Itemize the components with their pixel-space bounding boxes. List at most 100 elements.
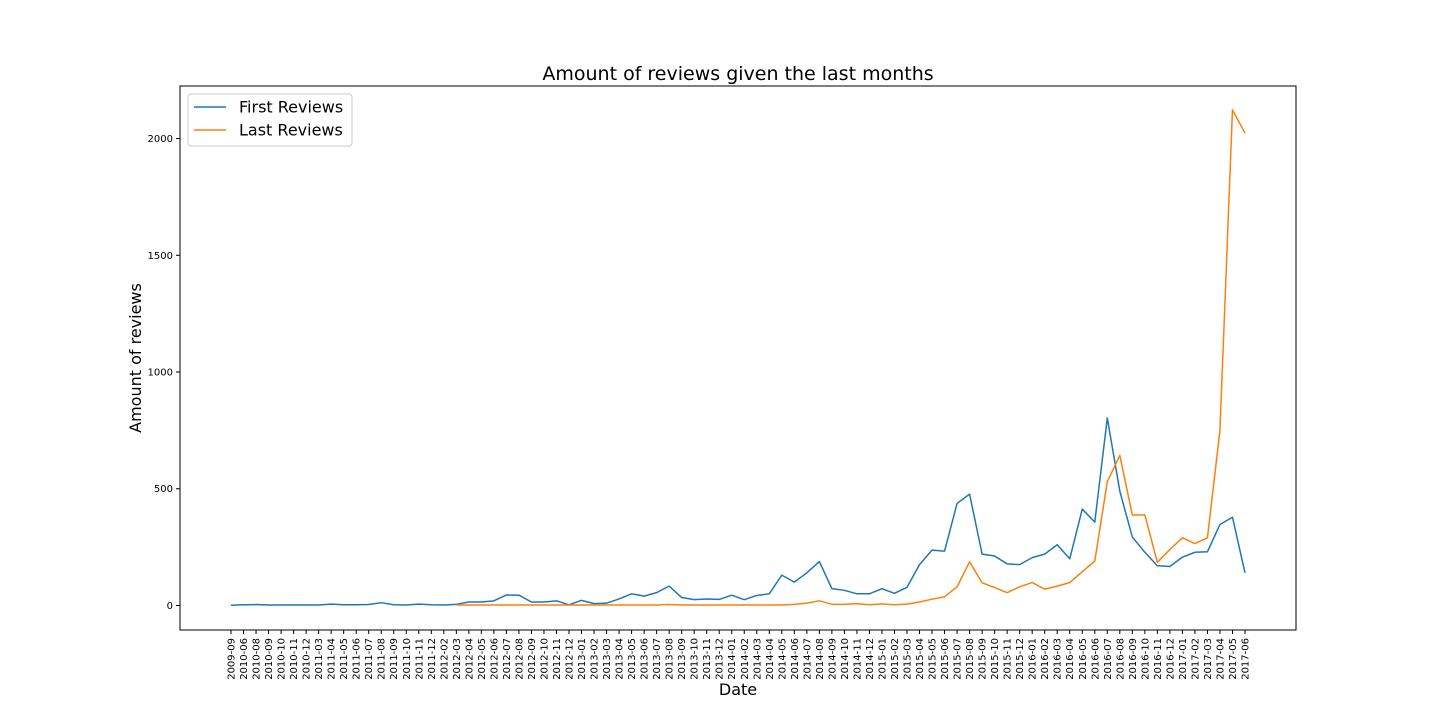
x-tick-label-30: 2013-03 bbox=[602, 638, 613, 680]
x-tick-label-20: 2012-05 bbox=[477, 638, 488, 680]
y-tick-label-3: 1500 bbox=[148, 251, 173, 262]
x-tick-label-59: 2015-08 bbox=[965, 638, 976, 680]
x-tick-label-67: 2016-04 bbox=[1065, 638, 1076, 680]
x-tick-label-72: 2016-09 bbox=[1128, 638, 1139, 680]
x-tick-label-80: 2017-05 bbox=[1228, 638, 1239, 680]
y-tick-label-1: 500 bbox=[154, 484, 173, 495]
x-tick-label-11: 2011-07 bbox=[364, 638, 375, 680]
x-tick-label-79: 2017-04 bbox=[1215, 638, 1226, 680]
x-tick-label-51: 2014-12 bbox=[865, 638, 876, 680]
x-tick-label-73: 2016-10 bbox=[1140, 638, 1151, 680]
x-tick-label-21: 2012-06 bbox=[489, 638, 500, 680]
x-tick-label-74: 2016-11 bbox=[1153, 638, 1164, 680]
y-axis-title: Amount of reviews bbox=[126, 283, 145, 433]
x-tick-label-56: 2015-05 bbox=[928, 638, 939, 680]
x-tick-label-47: 2014-08 bbox=[815, 638, 826, 680]
x-tick-label-46: 2014-07 bbox=[802, 638, 813, 680]
x-tick-label-52: 2015-01 bbox=[877, 638, 888, 680]
x-tick-label-4: 2010-10 bbox=[277, 638, 288, 680]
x-tick-label-24: 2012-09 bbox=[527, 638, 538, 680]
x-tick-label-40: 2014-01 bbox=[727, 638, 738, 680]
x-tick-label-32: 2013-05 bbox=[627, 638, 638, 680]
x-tick-label-63: 2015-12 bbox=[1015, 638, 1026, 680]
x-tick-label-39: 2013-12 bbox=[715, 638, 726, 680]
legend-label-0: First Reviews bbox=[239, 98, 343, 117]
x-tick-label-18: 2012-03 bbox=[452, 638, 463, 680]
x-axis: 2009-09 2010-06 2010-08 2010-09 2010-10 2010-… bbox=[227, 630, 1252, 680]
x-tick-label-53: 2015-02 bbox=[890, 638, 901, 680]
x-tick-label-8: 2011-04 bbox=[327, 638, 338, 680]
y-tick-label-2: 1000 bbox=[148, 368, 173, 379]
x-tick-label-36: 2013-09 bbox=[677, 638, 688, 680]
x-tick-label-57: 2015-06 bbox=[940, 638, 951, 680]
x-tick-label-49: 2014-10 bbox=[840, 638, 851, 680]
x-tick-label-58: 2015-07 bbox=[953, 638, 964, 680]
x-tick-label-14: 2011-10 bbox=[402, 638, 413, 680]
x-tick-label-29: 2013-02 bbox=[590, 638, 601, 680]
x-tick-label-15: 2011-11 bbox=[414, 638, 425, 680]
x-tick-label-19: 2012-04 bbox=[464, 638, 475, 680]
legend-box bbox=[187, 93, 353, 147]
legend-label-1: Last Reviews bbox=[239, 121, 343, 140]
x-tick-label-55: 2015-04 bbox=[915, 638, 926, 680]
x-tick-label-27: 2012-12 bbox=[565, 638, 576, 680]
x-tick-label-6: 2010-12 bbox=[302, 638, 313, 680]
x-tick-label-1: 2010-06 bbox=[239, 638, 250, 680]
x-tick-label-41: 2014-02 bbox=[740, 638, 751, 680]
x-tick-label-76: 2017-01 bbox=[1178, 638, 1189, 680]
legend: First Reviews Last Reviews bbox=[187, 93, 353, 147]
x-tick-label-68: 2016-05 bbox=[1078, 638, 1089, 680]
x-tick-label-2: 2010-08 bbox=[252, 638, 263, 680]
x-tick-label-17: 2012-02 bbox=[439, 638, 450, 680]
chart-title: Amount of reviews given the last months bbox=[542, 63, 933, 85]
x-tick-label-23: 2012-08 bbox=[514, 638, 525, 680]
series-line-0 bbox=[230, 417, 1246, 606]
x-tick-label-16: 2011-12 bbox=[427, 638, 438, 680]
x-tick-label-64: 2016-01 bbox=[1028, 638, 1039, 680]
x-tick-label-10: 2011-06 bbox=[352, 638, 363, 680]
x-tick-label-22: 2012-07 bbox=[502, 638, 513, 680]
x-tick-label-77: 2017-02 bbox=[1190, 638, 1201, 680]
x-tick-label-70: 2016-07 bbox=[1103, 638, 1114, 680]
x-tick-label-37: 2013-10 bbox=[690, 638, 701, 680]
x-tick-label-31: 2013-04 bbox=[615, 638, 626, 680]
x-tick-label-78: 2017-03 bbox=[1203, 638, 1214, 680]
x-tick-label-54: 2015-03 bbox=[903, 638, 914, 680]
x-tick-label-66: 2016-03 bbox=[1053, 638, 1064, 680]
x-tick-label-9: 2011-05 bbox=[339, 638, 350, 680]
x-tick-label-60: 2015-09 bbox=[978, 638, 989, 680]
series-line-1 bbox=[456, 109, 1246, 606]
x-tick-label-12: 2011-08 bbox=[377, 638, 388, 680]
x-tick-label-81: 2017-06 bbox=[1241, 638, 1252, 680]
x-tick-label-3: 2010-09 bbox=[264, 638, 275, 680]
x-axis-title: Date bbox=[719, 680, 757, 699]
plot-lines bbox=[230, 109, 1246, 606]
x-tick-label-26: 2012-11 bbox=[552, 638, 563, 680]
x-tick-label-61: 2015-10 bbox=[990, 638, 1001, 680]
x-tick-label-0: 2009-09 bbox=[227, 638, 238, 680]
x-tick-label-48: 2014-09 bbox=[827, 638, 838, 680]
x-tick-label-7: 2011-03 bbox=[314, 638, 325, 680]
x-tick-label-25: 2012-10 bbox=[539, 638, 550, 680]
x-tick-label-35: 2013-08 bbox=[665, 638, 676, 680]
x-tick-label-75: 2016-12 bbox=[1165, 638, 1176, 680]
x-tick-label-38: 2013-11 bbox=[702, 638, 713, 680]
x-tick-label-43: 2014-04 bbox=[765, 638, 776, 680]
y-axis: 0 500 1000 1500 2000 bbox=[148, 134, 180, 612]
x-tick-label-44: 2014-05 bbox=[777, 638, 788, 680]
x-tick-label-33: 2013-06 bbox=[640, 638, 651, 680]
x-tick-label-71: 2016-08 bbox=[1115, 638, 1126, 680]
x-tick-label-45: 2014-06 bbox=[790, 638, 801, 680]
x-tick-label-28: 2013-01 bbox=[577, 638, 588, 680]
x-tick-label-65: 2016-02 bbox=[1040, 638, 1051, 680]
x-tick-label-69: 2016-06 bbox=[1090, 638, 1101, 680]
x-tick-label-50: 2014-11 bbox=[852, 638, 863, 680]
y-tick-label-4: 2000 bbox=[148, 134, 173, 145]
x-tick-label-42: 2014-03 bbox=[752, 638, 763, 680]
x-tick-label-34: 2013-07 bbox=[652, 638, 663, 680]
x-tick-label-13: 2011-09 bbox=[389, 638, 400, 680]
plot-frame bbox=[179, 85, 1297, 631]
y-tick-label-0: 0 bbox=[167, 601, 173, 612]
x-tick-label-5: 2010-11 bbox=[289, 638, 300, 680]
